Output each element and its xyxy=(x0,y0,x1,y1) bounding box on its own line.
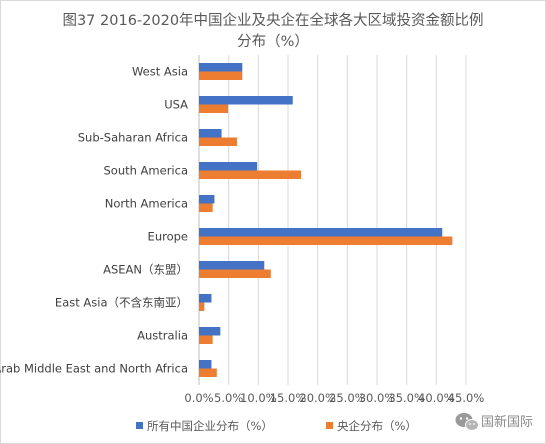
x-tick-label: 10.0% xyxy=(240,391,277,405)
bar-all-enterprises xyxy=(199,360,212,369)
watermark-label: 国新国际 xyxy=(481,414,533,430)
x-tick-label: 45.0% xyxy=(448,391,485,405)
category-label: ASEAN（东盟） xyxy=(103,263,188,277)
wechat-icon xyxy=(455,413,479,431)
legend-label-all-enterprises: 所有中国企业分布（%） xyxy=(147,419,273,433)
bars xyxy=(199,63,453,377)
bar-soe xyxy=(199,335,213,344)
bar-all-enterprises xyxy=(199,327,221,336)
category-label: East Asia（不含东南亚） xyxy=(55,296,188,310)
legend-swatch-soe xyxy=(326,422,333,429)
bar-soe xyxy=(199,137,237,146)
bar-soe xyxy=(199,368,217,377)
category-label: West Asia xyxy=(132,65,188,79)
category-label: USA xyxy=(164,98,188,112)
bar-soe xyxy=(199,104,229,113)
category-label: Arab Middle East and North Africa xyxy=(0,362,188,376)
category-label: North America xyxy=(105,197,188,211)
category-label: Sub-Saharan Africa xyxy=(78,131,188,145)
watermark: 国新国际 xyxy=(452,404,546,440)
x-tick-label: 25.0% xyxy=(329,391,366,405)
category-label: South America xyxy=(103,164,188,178)
x-tick-labels: 0.0% 5.0%10.0%15.0%20.0%25.0%30.0%35.0%40… xyxy=(184,391,484,405)
bar-soe xyxy=(199,236,453,245)
bar-all-enterprises xyxy=(199,96,293,105)
category-label: Australia xyxy=(137,329,188,343)
bar-all-enterprises xyxy=(199,63,243,72)
x-tick-label: 15.0% xyxy=(270,391,307,405)
x-tick-label: 35.0% xyxy=(388,391,425,405)
bar-all-enterprises xyxy=(199,228,443,237)
bar-all-enterprises xyxy=(199,294,212,303)
bar-soe xyxy=(199,170,302,179)
legend: 所有中国企业分布（%） 央企分布（%） xyxy=(136,419,417,433)
x-tick-label: 30.0% xyxy=(359,391,396,405)
x-tick-label: 0.0% xyxy=(184,391,213,405)
bar-soe xyxy=(199,71,243,80)
bar-all-enterprises xyxy=(199,195,215,204)
x-tick-label: 40.0% xyxy=(418,391,455,405)
legend-label-soe: 央企分布（%） xyxy=(337,419,417,433)
bar-soe xyxy=(199,302,205,311)
legend-swatch-all-enterprises xyxy=(136,422,143,429)
chart-title-line1: 图37 2016-2020年中国企业及央企在全球各大区域投资金额比例 xyxy=(62,11,483,29)
bar-soe xyxy=(199,203,213,212)
bar-all-enterprises xyxy=(199,261,265,270)
bar-all-enterprises xyxy=(199,129,222,138)
chart-title-line2: 分布（%） xyxy=(237,33,309,50)
bar-soe xyxy=(199,269,271,278)
category-labels: West Asia USA Sub-Saharan Africa South Amer… xyxy=(0,65,188,376)
x-tick-label: 5.0% xyxy=(214,391,243,405)
category-label: Europe xyxy=(148,230,188,244)
x-tick-label: 20.0% xyxy=(299,391,336,405)
bar-all-enterprises xyxy=(199,162,258,171)
